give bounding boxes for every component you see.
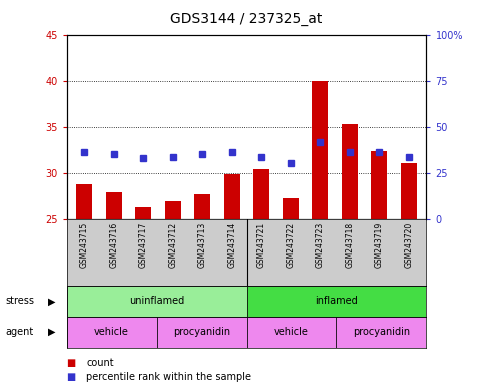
Text: GSM243723: GSM243723 (316, 222, 325, 268)
Bar (224, 174, 240, 219)
Text: GSM243714: GSM243714 (227, 222, 236, 268)
Text: GSM243717: GSM243717 (139, 222, 148, 268)
Text: GSM243720: GSM243720 (404, 222, 413, 268)
Bar (135, 207, 151, 219)
Bar (67, 286, 246, 317)
Text: GDS3144 / 237325_at: GDS3144 / 237325_at (170, 12, 323, 25)
Bar (246, 286, 426, 317)
Bar (253, 169, 269, 219)
Bar (106, 192, 122, 219)
Text: GSM243722: GSM243722 (286, 222, 295, 268)
Bar (194, 194, 211, 219)
Bar (282, 198, 299, 219)
Bar (312, 81, 328, 219)
Bar (157, 317, 246, 348)
Text: percentile rank within the sample: percentile rank within the sample (86, 372, 251, 382)
Text: GSM243712: GSM243712 (168, 222, 177, 268)
Text: GSM243715: GSM243715 (80, 222, 89, 268)
Text: procyanidin: procyanidin (353, 327, 410, 337)
Bar (401, 163, 417, 219)
Text: GSM243719: GSM243719 (375, 222, 384, 268)
Text: procyanidin: procyanidin (173, 327, 230, 337)
Text: stress: stress (5, 296, 34, 306)
Bar (371, 151, 387, 219)
Text: inflamed: inflamed (315, 296, 358, 306)
Text: GSM243713: GSM243713 (198, 222, 207, 268)
Text: vehicle: vehicle (94, 327, 129, 337)
Bar (246, 317, 336, 348)
Text: GSM243721: GSM243721 (257, 222, 266, 268)
Bar (165, 201, 181, 219)
Text: vehicle: vehicle (274, 327, 309, 337)
Bar (336, 317, 426, 348)
Text: count: count (86, 358, 114, 368)
Bar (76, 184, 92, 219)
Text: GSM243716: GSM243716 (109, 222, 118, 268)
Text: ■: ■ (67, 358, 76, 368)
Text: ■: ■ (67, 372, 76, 382)
Text: GSM243718: GSM243718 (345, 222, 354, 268)
Bar (342, 124, 358, 219)
Text: agent: agent (5, 327, 33, 337)
Text: ▶: ▶ (48, 327, 56, 337)
Text: ▶: ▶ (48, 296, 56, 306)
Text: uninflamed: uninflamed (129, 296, 184, 306)
Bar (67, 317, 157, 348)
